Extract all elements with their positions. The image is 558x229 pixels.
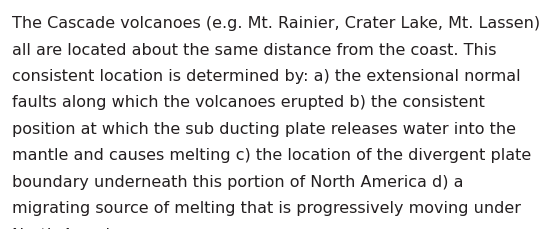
Text: North America: North America xyxy=(12,227,129,229)
Text: boundary underneath this portion of North America d) a: boundary underneath this portion of Nort… xyxy=(12,174,464,189)
Text: all are located about the same distance from the coast. This: all are located about the same distance … xyxy=(12,42,497,57)
Text: migrating source of melting that is progressively moving under: migrating source of melting that is prog… xyxy=(12,200,521,215)
Text: consistent location is determined by: a) the extensional normal: consistent location is determined by: a)… xyxy=(12,69,521,84)
Text: faults along which the volcanoes erupted b) the consistent: faults along which the volcanoes erupted… xyxy=(12,95,485,110)
Text: position at which the sub ducting plate releases water into the: position at which the sub ducting plate … xyxy=(12,121,516,136)
Text: mantle and causes melting c) the location of the divergent plate: mantle and causes melting c) the locatio… xyxy=(12,148,532,163)
Text: The Cascade volcanoes (e.g. Mt. Rainier, Crater Lake, Mt. Lassen): The Cascade volcanoes (e.g. Mt. Rainier,… xyxy=(12,16,540,31)
